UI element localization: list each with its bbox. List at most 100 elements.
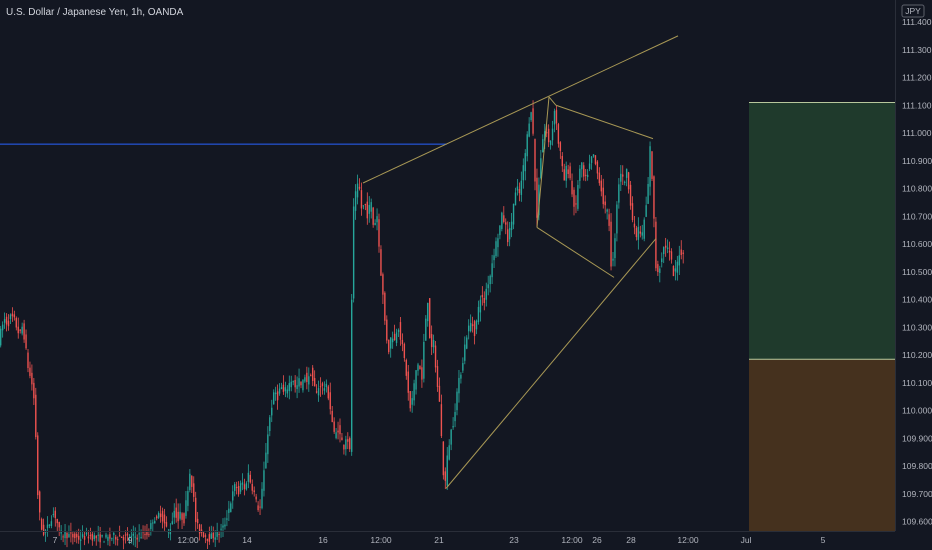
candle-body bbox=[31, 372, 33, 385]
candle-body bbox=[469, 322, 472, 332]
candle-body bbox=[269, 417, 271, 431]
candle-body bbox=[105, 534, 107, 538]
candle-body bbox=[368, 204, 370, 214]
candle-body bbox=[524, 153, 526, 172]
candle-body bbox=[618, 184, 620, 203]
candle-body bbox=[475, 320, 478, 330]
candle-body bbox=[185, 500, 187, 516]
candle-body bbox=[154, 521, 156, 524]
candle-body bbox=[39, 491, 41, 513]
candle-body bbox=[360, 190, 363, 209]
candle-body bbox=[126, 533, 129, 536]
candle-body bbox=[113, 532, 115, 535]
candle-body bbox=[308, 376, 310, 385]
candle-body bbox=[124, 534, 127, 536]
candle-body bbox=[87, 536, 90, 539]
candle-body bbox=[140, 537, 142, 539]
candle-body bbox=[651, 151, 653, 179]
candle-body bbox=[598, 172, 601, 184]
candle-body bbox=[479, 299, 482, 313]
candle-body bbox=[70, 532, 72, 534]
candle-body bbox=[664, 245, 667, 248]
candle-body bbox=[68, 534, 70, 538]
candle-body bbox=[79, 539, 82, 541]
candle-body bbox=[466, 337, 468, 349]
candle-body bbox=[40, 519, 43, 530]
candle-body bbox=[356, 183, 359, 198]
candle-body bbox=[464, 344, 466, 361]
candle-body bbox=[616, 204, 618, 234]
candle-body bbox=[668, 250, 671, 253]
candle-body bbox=[109, 534, 111, 539]
candle-body bbox=[276, 391, 279, 401]
candle-body bbox=[202, 532, 205, 538]
candle-body bbox=[37, 435, 39, 496]
candle-body bbox=[0, 328, 2, 346]
time-tick-label: Jul bbox=[741, 535, 752, 545]
candle-body bbox=[553, 110, 556, 125]
candle-body bbox=[288, 383, 290, 392]
candle-body bbox=[415, 370, 417, 390]
candle-body bbox=[296, 385, 298, 389]
trendline-triangle-bottom bbox=[536, 227, 615, 278]
candle-body bbox=[263, 470, 265, 491]
candle-body bbox=[503, 215, 505, 222]
time-tick-label: 23 bbox=[509, 535, 519, 545]
price-tick-label: 109.900 bbox=[902, 433, 932, 443]
candle-body bbox=[606, 209, 608, 212]
candle-body bbox=[645, 205, 647, 217]
candle-body bbox=[25, 334, 27, 349]
candle-body bbox=[312, 367, 314, 381]
candle-body bbox=[33, 382, 35, 399]
candle-body bbox=[540, 158, 542, 178]
candle-body bbox=[23, 323, 25, 340]
currency-badge-text: JPY bbox=[905, 6, 921, 16]
candle-body bbox=[181, 513, 183, 520]
candle-body bbox=[637, 226, 640, 240]
candle-body bbox=[659, 268, 661, 273]
candle-body bbox=[625, 168, 628, 178]
candle-body bbox=[682, 252, 684, 254]
candle-body bbox=[120, 536, 123, 538]
candle-body bbox=[198, 524, 201, 534]
candle-body bbox=[462, 363, 464, 371]
candle-body bbox=[407, 371, 409, 393]
candle-body bbox=[485, 288, 487, 300]
candle-body bbox=[11, 313, 14, 317]
candle-body bbox=[405, 360, 407, 376]
candle-body bbox=[430, 334, 433, 348]
candle-body bbox=[321, 383, 324, 387]
candle-body bbox=[547, 128, 550, 143]
time-tick-label: 14 bbox=[242, 535, 252, 545]
candle-body bbox=[378, 219, 380, 247]
time-tick-label: 21 bbox=[434, 535, 444, 545]
candle-body bbox=[608, 214, 610, 226]
price-tick-label: 109.700 bbox=[902, 489, 932, 499]
candle-body bbox=[9, 314, 12, 319]
candle-body bbox=[257, 505, 259, 510]
candle-body bbox=[148, 534, 150, 536]
time-tick-label: 5 bbox=[821, 535, 826, 545]
price-tick-label: 110.900 bbox=[902, 156, 932, 166]
candle-body bbox=[612, 258, 614, 261]
time-tick-label: 26 bbox=[592, 535, 602, 545]
price-tick-label: 110.700 bbox=[902, 211, 932, 221]
candle-body bbox=[674, 268, 677, 272]
candle-body bbox=[458, 377, 460, 394]
candle-body bbox=[446, 455, 448, 486]
candle-body bbox=[555, 109, 558, 124]
candle-body bbox=[306, 372, 308, 382]
candle-body bbox=[298, 378, 300, 387]
candle-body bbox=[551, 128, 554, 141]
candle-body bbox=[399, 322, 402, 340]
candle-body bbox=[670, 251, 673, 260]
price-tick-label: 110.800 bbox=[902, 184, 932, 194]
candle-body bbox=[395, 332, 398, 343]
candle-body bbox=[522, 165, 524, 181]
candle-body bbox=[313, 378, 316, 387]
candle-body bbox=[331, 410, 333, 423]
candle-body bbox=[347, 439, 349, 442]
candle-body bbox=[481, 294, 484, 298]
